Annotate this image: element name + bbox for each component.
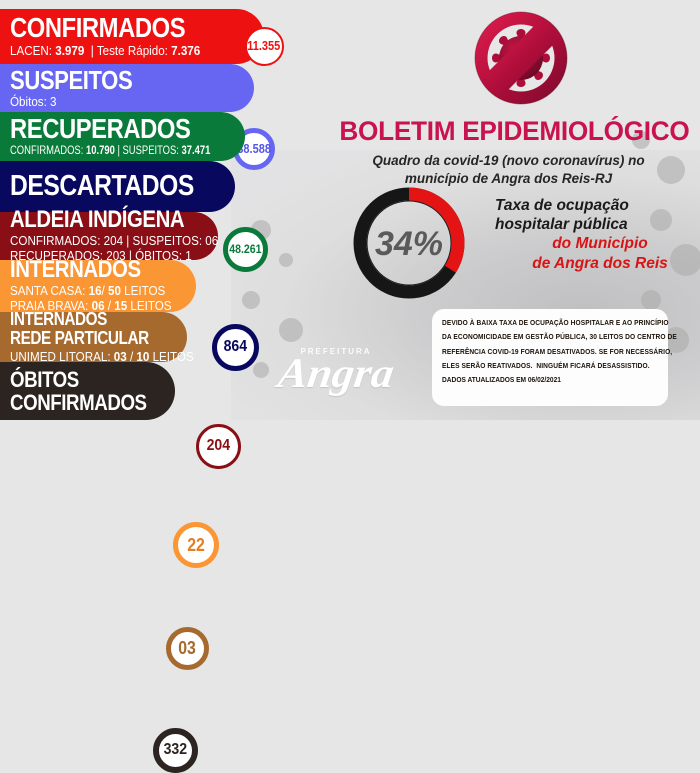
svg-text:34%: 34% bbox=[375, 225, 443, 263]
